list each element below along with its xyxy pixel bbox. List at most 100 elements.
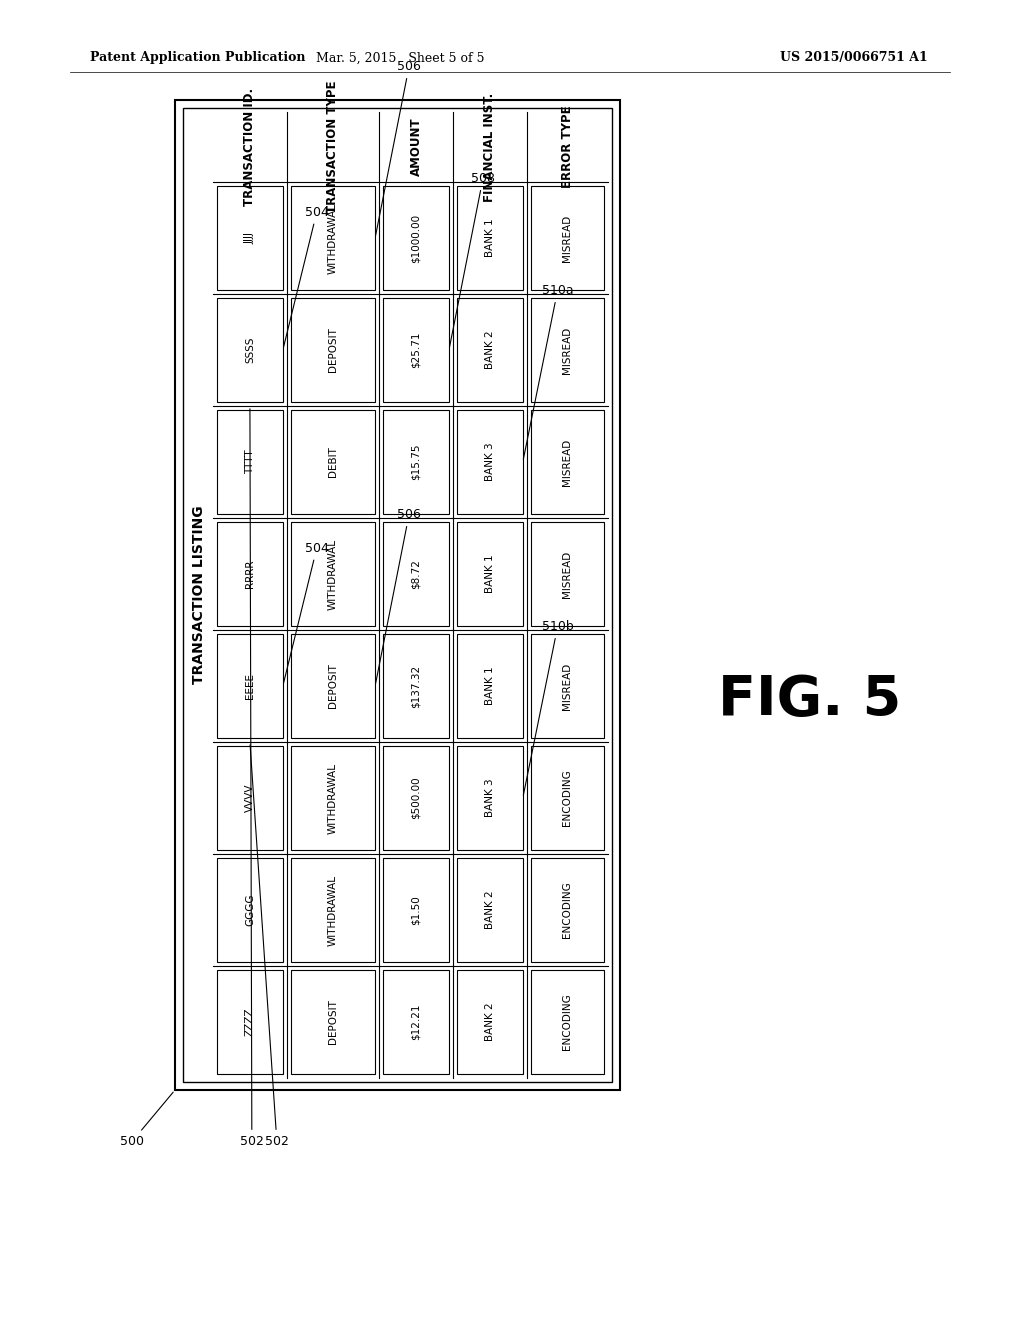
Text: $1.50: $1.50 — [411, 895, 421, 925]
Text: JJJJ: JJJJ — [245, 232, 255, 244]
Bar — [217, 970, 283, 1074]
Text: VVVV: VVVV — [245, 784, 255, 812]
Text: WITHDRAWAL: WITHDRAWAL — [328, 539, 338, 610]
Bar — [530, 634, 604, 738]
Text: ZZZZ: ZZZZ — [245, 1007, 255, 1036]
Bar — [383, 186, 449, 290]
Bar — [291, 298, 375, 403]
Bar — [291, 970, 375, 1074]
Text: 506: 506 — [376, 508, 421, 684]
Text: BANK 1: BANK 1 — [485, 219, 495, 257]
Text: TRANSACTION ID.: TRANSACTION ID. — [244, 88, 256, 206]
Text: RRRR: RRRR — [245, 560, 255, 589]
Bar — [530, 746, 604, 850]
Bar — [291, 634, 375, 738]
Text: TTTT: TTTT — [245, 450, 255, 474]
Text: BANK 2: BANK 2 — [485, 331, 495, 370]
Text: 502: 502 — [250, 744, 289, 1148]
Text: DEBIT: DEBIT — [328, 446, 338, 478]
Text: DEPOSIT: DEPOSIT — [328, 664, 338, 709]
Bar — [291, 521, 375, 626]
Text: ENCODING: ENCODING — [562, 882, 572, 939]
Text: $12.21: $12.21 — [411, 1003, 421, 1040]
Text: MISREAD: MISREAD — [562, 663, 572, 710]
Text: 502: 502 — [240, 409, 264, 1148]
Bar — [457, 411, 523, 513]
Bar — [383, 746, 449, 850]
Bar — [457, 634, 523, 738]
Text: BANK 3: BANK 3 — [485, 779, 495, 817]
Text: MISREAD: MISREAD — [562, 550, 572, 598]
Bar — [457, 858, 523, 962]
Bar — [217, 634, 283, 738]
Bar — [217, 746, 283, 850]
Bar — [217, 186, 283, 290]
Bar — [457, 746, 523, 850]
Bar — [217, 858, 283, 962]
Text: 506: 506 — [376, 59, 421, 235]
Bar — [383, 858, 449, 962]
Text: TRANSACTION LISTING: TRANSACTION LISTING — [193, 506, 206, 684]
Bar — [383, 970, 449, 1074]
Text: ENCODING: ENCODING — [562, 770, 572, 826]
Bar — [291, 858, 375, 962]
Bar — [291, 746, 375, 850]
Bar — [530, 298, 604, 403]
Text: SSSS: SSSS — [245, 337, 255, 363]
Text: $500.00: $500.00 — [411, 776, 421, 820]
Text: 504: 504 — [284, 541, 329, 684]
Bar — [383, 411, 449, 513]
Bar — [530, 186, 604, 290]
Text: 510b: 510b — [523, 620, 573, 795]
Text: BANK 2: BANK 2 — [485, 1003, 495, 1041]
Text: ERROR TYPE: ERROR TYPE — [561, 106, 573, 189]
Text: US 2015/0066751 A1: US 2015/0066751 A1 — [780, 51, 928, 65]
Text: 510a: 510a — [523, 284, 573, 459]
Text: DEPOSIT: DEPOSIT — [328, 327, 338, 372]
Text: $137.32: $137.32 — [411, 664, 421, 708]
Text: BANK 2: BANK 2 — [485, 891, 495, 929]
Text: MISREAD: MISREAD — [562, 214, 572, 261]
Text: AMOUNT: AMOUNT — [410, 117, 423, 177]
Text: Patent Application Publication: Patent Application Publication — [90, 51, 305, 65]
Text: Mar. 5, 2015   Sheet 5 of 5: Mar. 5, 2015 Sheet 5 of 5 — [315, 51, 484, 65]
Text: FINANCIAL INST.: FINANCIAL INST. — [483, 92, 497, 202]
Text: 500: 500 — [120, 1092, 173, 1148]
Text: $8.72: $8.72 — [411, 560, 421, 589]
Text: $1000.00: $1000.00 — [411, 214, 421, 263]
Bar — [383, 521, 449, 626]
Text: $15.75: $15.75 — [411, 444, 421, 480]
Bar — [291, 186, 375, 290]
Text: MISREAD: MISREAD — [562, 438, 572, 486]
Bar — [457, 186, 523, 290]
Bar — [217, 521, 283, 626]
Bar — [457, 970, 523, 1074]
Text: 508: 508 — [450, 172, 495, 347]
Text: EEEE: EEEE — [245, 673, 255, 700]
Bar — [291, 411, 375, 513]
Text: WITHDRAWAL: WITHDRAWAL — [328, 202, 338, 273]
Text: TRANSACTION TYPE: TRANSACTION TYPE — [327, 81, 340, 214]
Text: MISREAD: MISREAD — [562, 326, 572, 374]
Bar — [457, 521, 523, 626]
Bar — [530, 858, 604, 962]
Text: WITHDRAWAL: WITHDRAWAL — [328, 763, 338, 833]
Text: $25.71: $25.71 — [411, 331, 421, 368]
Text: WITHDRAWAL: WITHDRAWAL — [328, 874, 338, 945]
Text: DEPOSIT: DEPOSIT — [328, 999, 338, 1044]
Bar — [530, 521, 604, 626]
Text: FIG. 5: FIG. 5 — [719, 673, 901, 727]
Text: GGGG: GGGG — [245, 894, 255, 927]
Bar — [217, 411, 283, 513]
Bar — [530, 970, 604, 1074]
Text: BANK 1: BANK 1 — [485, 667, 495, 705]
Bar — [183, 108, 612, 1082]
Bar — [457, 298, 523, 403]
Bar — [383, 298, 449, 403]
Bar — [175, 100, 620, 1090]
Bar — [530, 411, 604, 513]
Text: 504: 504 — [284, 206, 329, 347]
Bar — [217, 298, 283, 403]
Text: ENCODING: ENCODING — [562, 994, 572, 1051]
Text: BANK 3: BANK 3 — [485, 442, 495, 482]
